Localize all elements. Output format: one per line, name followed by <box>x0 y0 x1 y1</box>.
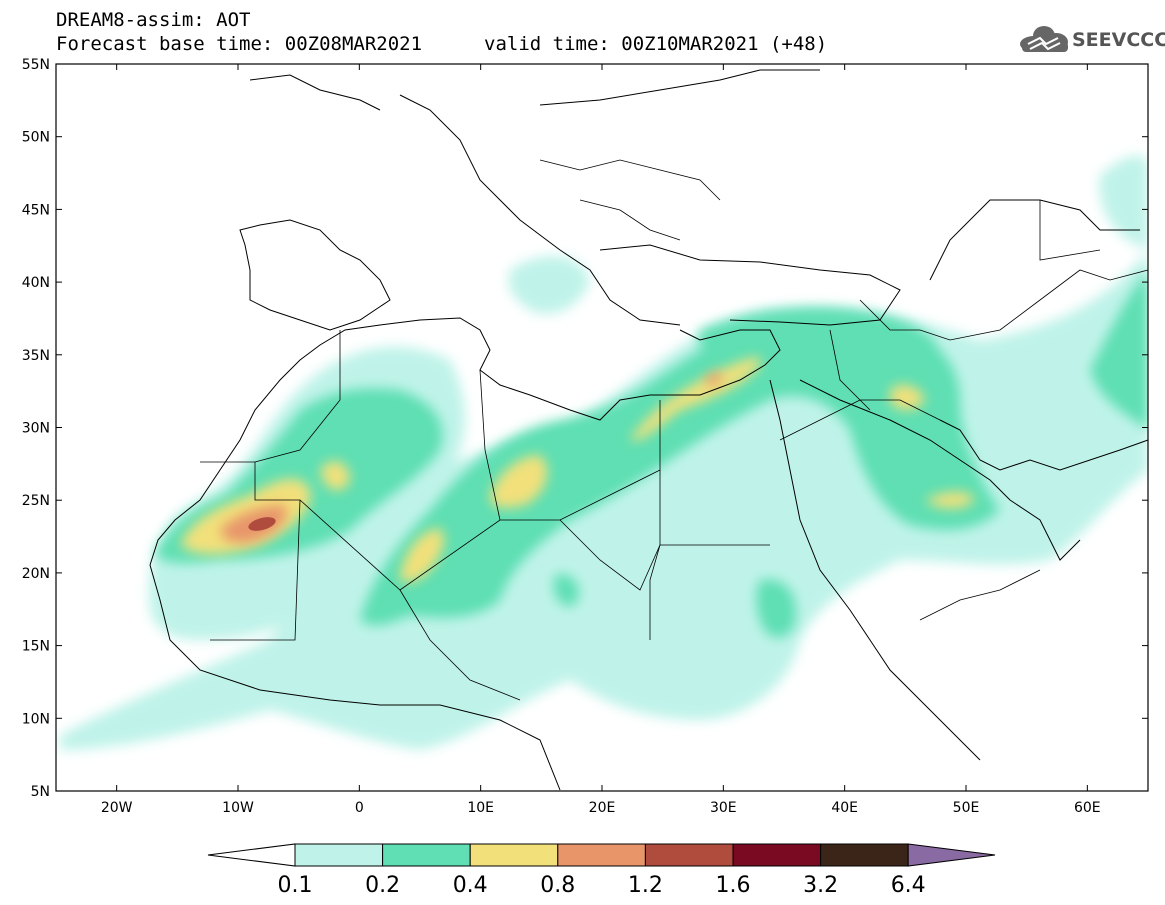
lat-axis: 55N 50N 45N 40N 35N 30N 25N 20N 15N 10N 5N <box>22 57 50 800</box>
lat-tick-label: 30N <box>22 421 50 437</box>
lat-tick-label: 25N <box>22 493 50 509</box>
colorbar-label: 3.2 <box>803 873 838 898</box>
colorbar-label: 0.4 <box>453 873 488 898</box>
colorbar-label: 6.4 <box>891 873 926 898</box>
lat-tick-label: 10N <box>22 711 50 727</box>
lat-tick-label: 55N <box>22 57 50 73</box>
lon-tick-label: 10E <box>467 800 494 816</box>
colorbar-box <box>557 843 646 867</box>
colorbar-label: 0.2 <box>365 873 400 898</box>
colorbar-label: 0.8 <box>540 873 575 898</box>
lat-tick-label: 15N <box>22 639 50 655</box>
lon-tick-label: 40E <box>831 800 858 816</box>
lon-tick-label: 0 <box>355 800 364 816</box>
lon-tick-label: 30E <box>710 800 737 816</box>
colorbar-box <box>644 843 734 867</box>
logo-text: SEEVCCC <box>1072 29 1165 51</box>
lon-tick-label: 50E <box>953 800 980 816</box>
lon-tick-label: 20E <box>589 800 616 816</box>
title-base-time: Forecast base time: 00Z08MAR2021 <box>56 33 423 55</box>
cloud-icon <box>1020 26 1068 52</box>
colorbar-over-triangle <box>907 843 996 867</box>
colorbar <box>207 843 996 867</box>
lon-tick-label: 10W <box>222 800 254 816</box>
colorbar-box <box>294 843 384 867</box>
lon-axis: 20W 10W 0 10E 20E 30E 40E 50E 60E <box>101 800 1101 816</box>
colorbar-box <box>382 843 471 867</box>
colorbar-label: 1.6 <box>716 873 751 898</box>
colorbar-box <box>820 843 909 867</box>
lat-tick-label: 20N <box>22 566 50 582</box>
country-borders <box>200 159 1148 701</box>
aot-field <box>60 155 1148 750</box>
colorbar-label: 0.1 <box>278 873 313 898</box>
colorbar-labels: 0.1 0.2 0.4 0.8 1.2 1.6 3.2 6.4 <box>278 873 926 898</box>
colorbar-label: 1.2 <box>628 873 663 898</box>
lon-tick-label: 20W <box>101 800 133 816</box>
lon-tick-label: 60E <box>1074 800 1101 816</box>
lat-tick-label: 40N <box>22 275 50 291</box>
title-model: DREAM8-assim: AOT <box>56 9 251 31</box>
colorbar-box <box>469 843 559 867</box>
lat-tick-label: 45N <box>22 202 50 218</box>
axis-ticks <box>56 63 1148 792</box>
lat-tick-label: 35N <box>22 348 50 364</box>
lat-tick-label: 50N <box>22 130 50 146</box>
title-valid-time: valid time: 00Z10MAR2021 (+48) <box>484 33 828 55</box>
lat-tick-label: 5N <box>31 784 50 800</box>
colorbar-box <box>732 843 822 867</box>
colorbar-under-triangle <box>207 843 296 867</box>
